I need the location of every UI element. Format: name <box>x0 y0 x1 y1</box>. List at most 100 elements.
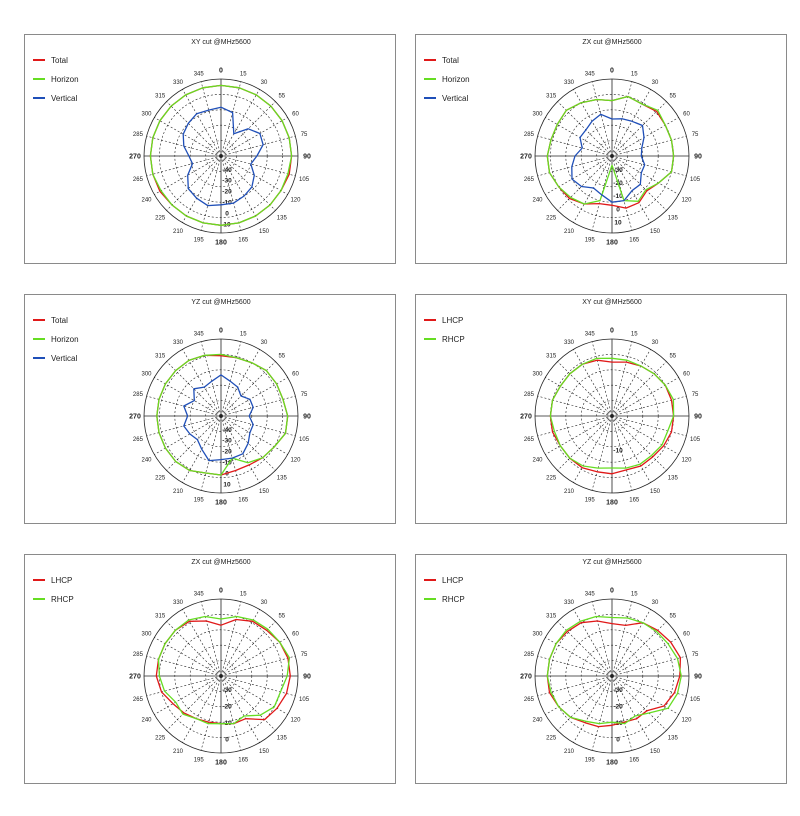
angle-tick-label: 345 <box>585 591 596 597</box>
angle-tick-label: 15 <box>240 591 247 597</box>
chart-title: ZX cut @MHz5600 <box>191 559 250 566</box>
grid-spoke <box>220 155 260 223</box>
angle-tick-label: 195 <box>194 238 205 244</box>
angle-tick-label: 240 <box>533 458 544 464</box>
grid-spoke <box>611 675 667 731</box>
grid-spoke <box>611 155 667 211</box>
angle-tick-label: 330 <box>173 80 184 86</box>
grid-spoke <box>220 349 260 417</box>
grid-spoke <box>611 395 687 417</box>
legend-label: Horizon <box>442 75 470 84</box>
series-line <box>549 357 675 469</box>
series-line <box>183 374 254 462</box>
grid-spoke <box>611 155 679 195</box>
angle-tick-label: 15 <box>240 331 247 337</box>
angle-tick-label: 270 <box>520 414 532 421</box>
angle-tick-label: 55 <box>278 614 285 620</box>
legend-label: Horizon <box>51 335 79 344</box>
grid-spoke <box>591 601 613 677</box>
grid-spoke <box>220 155 296 177</box>
angle-tick-label: 60 <box>292 632 299 638</box>
polar-chart-panel: YZ cut @MHz5600 0 15 30 55 60 75 90 105 120 135 150… <box>415 554 787 784</box>
legend-label: Total <box>51 56 68 65</box>
angle-tick-label: 120 <box>290 718 301 724</box>
grid-spoke <box>182 155 222 223</box>
angle-tick-label: 120 <box>681 718 692 724</box>
angle-tick-label: 105 <box>690 177 701 183</box>
angle-tick-label: 55 <box>669 354 676 360</box>
angle-tick-label: 0 <box>219 328 223 335</box>
grid-spoke <box>166 155 222 211</box>
angle-tick-label: 150 <box>259 749 270 755</box>
angle-tick-label: 315 <box>546 354 557 360</box>
angle-tick-label: 265 <box>524 437 535 443</box>
grid-spoke <box>611 135 687 157</box>
grid-spoke <box>220 675 276 731</box>
angle-tick-label: 285 <box>133 392 144 398</box>
angle-tick-label: 330 <box>564 600 575 606</box>
angle-tick-label: 105 <box>299 437 310 443</box>
grid-spoke <box>182 609 222 677</box>
angle-tick-label: 0 <box>610 328 614 335</box>
angle-tick-label: 165 <box>629 238 640 244</box>
grid-spoke <box>220 81 242 157</box>
angle-tick-label: 150 <box>650 489 661 495</box>
angle-tick-label: 60 <box>292 112 299 118</box>
grid-spoke <box>220 415 260 483</box>
legend-label: RHCP <box>51 595 74 604</box>
grid-spoke <box>220 377 288 417</box>
angle-tick-label: 195 <box>194 498 205 504</box>
angle-tick-label: 15 <box>631 331 638 337</box>
radial-tick-label: -30 <box>222 438 232 445</box>
grid-spoke <box>611 655 687 677</box>
angle-tick-label: 265 <box>133 437 144 443</box>
radial-tick-label: 0 <box>616 206 620 213</box>
angle-tick-label: 55 <box>278 354 285 360</box>
radial-tick-label: -20 <box>222 449 232 456</box>
radial-tick-label: -10 <box>613 193 623 200</box>
radial-tick-label: 10 <box>614 219 622 226</box>
grid-spoke <box>573 609 613 677</box>
angle-tick-label: 135 <box>668 735 679 741</box>
grid-spoke <box>573 155 613 223</box>
grid-spoke <box>220 155 288 195</box>
grid-spoke <box>146 155 222 177</box>
grid-spoke <box>611 117 679 157</box>
angle-tick-label: 135 <box>668 475 679 481</box>
angle-tick-label: 300 <box>533 112 544 118</box>
angle-tick-label: 165 <box>629 498 640 504</box>
angle-tick-label: 165 <box>238 758 249 764</box>
grid-spoke <box>220 135 296 157</box>
angle-tick-label: 180 <box>215 240 227 247</box>
grid-spoke <box>154 415 222 455</box>
angle-tick-label: 30 <box>261 340 268 346</box>
legend-label: Horizon <box>51 75 79 84</box>
grid-spoke <box>154 155 222 195</box>
angle-tick-label: 105 <box>690 437 701 443</box>
angle-tick-label: 300 <box>142 632 153 638</box>
grid-spoke <box>220 655 296 677</box>
angle-tick-label: 120 <box>681 458 692 464</box>
angle-tick-label: 150 <box>259 229 270 235</box>
grid-spoke <box>220 415 296 437</box>
angle-tick-label: 30 <box>652 80 659 86</box>
chart-title: XY cut @MHz5600 <box>582 299 642 306</box>
angle-tick-label: 150 <box>650 229 661 235</box>
grid-spoke <box>611 155 651 223</box>
grid-spoke <box>611 89 651 157</box>
angle-tick-label: 180 <box>215 760 227 767</box>
grid-spoke <box>220 155 276 211</box>
grid-spoke <box>166 621 222 677</box>
grid-spoke <box>611 637 679 677</box>
grid-spoke <box>200 601 222 677</box>
grid-spoke <box>154 675 222 715</box>
grid-spoke <box>545 675 613 715</box>
angle-tick-label: 330 <box>564 340 575 346</box>
grid-spoke <box>537 135 613 157</box>
angle-tick-label: 105 <box>299 697 310 703</box>
angle-tick-label: 285 <box>133 132 144 138</box>
grid-spoke <box>220 621 276 677</box>
grid-spoke <box>611 81 633 157</box>
polar-chart: XY cut @MHz5600 0 15 30 55 60 75 90 105 120 135 150… <box>424 299 702 507</box>
radial-tick-label: -10 <box>222 200 232 207</box>
